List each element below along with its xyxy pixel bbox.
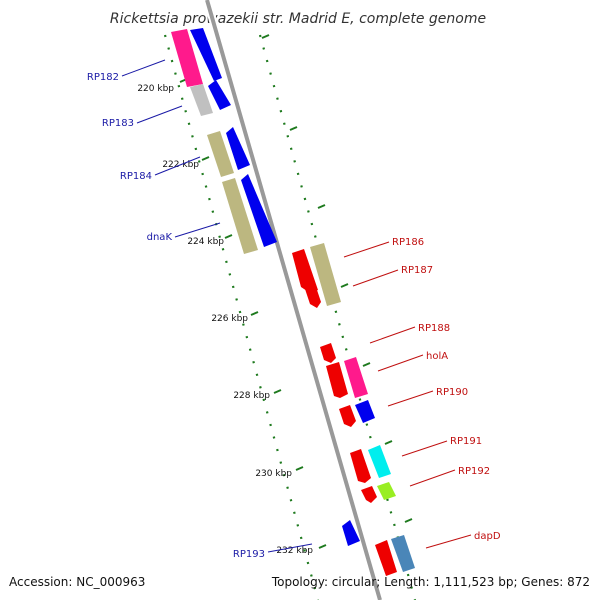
gene-block-rp184[interactable] [207,131,234,177]
gene-label-rp187[interactable]: RP187 [401,265,433,276]
gene-block-rp183-cds[interactable] [208,80,231,110]
major-tick [404,518,413,523]
gene-label-rp186[interactable]: RP186 [392,237,424,248]
label-leader [387,390,434,407]
label-leader [377,354,424,372]
gene-block-dapd-cds[interactable] [391,535,415,572]
kbp-label: 224 kbp [187,237,224,247]
outer-tick-track [258,34,417,600]
gene-block-rp193[interactable] [342,520,360,546]
label-leader [121,59,166,77]
gene-block-rp183[interactable] [190,84,213,116]
major-tick [224,234,233,239]
kbp-label: 228 kbp [233,391,270,401]
label-leader [369,326,416,344]
gene-block-hola[interactable] [344,357,368,398]
gene-block-rp182-cds[interactable] [190,28,222,81]
gene-block-dapd[interactable] [375,540,397,576]
major-tick [261,34,270,39]
gene-block-rp192-cds[interactable] [377,482,396,500]
gene-block-rp190-cds[interactable] [355,400,375,423]
major-tick [295,466,304,471]
kbp-label: 230 kbp [255,469,292,479]
gene-label-rp191[interactable]: RP191 [450,436,482,447]
gene-block-rp192[interactable] [361,486,377,503]
gene-label-rp193[interactable]: RP193 [233,549,265,560]
gene-label-rp184[interactable]: RP184 [120,171,152,182]
major-tick [318,544,327,549]
label-leader [343,241,390,258]
gene-block-rp191-cds[interactable] [368,445,391,478]
major-tick [317,204,326,209]
major-tick [273,389,282,394]
gene-label-rp188[interactable]: RP188 [418,323,450,334]
kbp-label: 232 kbp [276,546,313,556]
gene-block-rp188-b[interactable] [326,362,348,398]
map-title: Rickettsia prowazekii str. Madrid E, com… [110,11,486,27]
gene-block-rp182[interactable] [171,29,203,87]
major-ticks [179,34,413,549]
gene-block-rp186[interactable] [292,249,318,293]
accession-text: Accession: NC_000963 [9,575,145,589]
gene-block-rp186-b[interactable] [304,284,321,308]
gene-label-rp183[interactable]: RP183 [102,118,134,129]
genome-summary-text: Topology: circular; Length: 1,111,523 bp… [271,575,590,589]
gene-block-rp188[interactable] [320,343,336,363]
gene-label-rp192[interactable]: RP192 [458,466,490,477]
gene-block-dnak[interactable] [222,178,258,254]
major-tick [384,440,393,445]
gene-label-hola[interactable]: holA [426,351,448,362]
kbp-label: 226 kbp [211,314,248,324]
genome-backbone [205,0,382,600]
major-tick [289,126,298,131]
label-leader [174,222,221,238]
gene-block-rp190[interactable] [339,405,356,427]
major-tick [250,311,259,316]
major-tick [362,362,371,367]
gene-label-rp190[interactable]: RP190 [436,387,468,398]
gene-block-rp187[interactable] [310,243,341,306]
label-leader [401,440,448,457]
gene-block-rp191[interactable] [350,449,371,483]
label-leader [267,543,313,553]
label-leader [409,469,456,487]
kbp-label: 220 kbp [137,84,174,94]
gene-block-dnak-cds[interactable] [241,174,277,247]
major-tick [201,156,210,161]
label-leader [425,534,472,549]
gene-block-rp184-cds[interactable] [226,127,250,170]
gene-label-rp182[interactable]: RP182 [87,72,119,83]
label-leader [352,269,399,287]
major-tick [340,283,349,288]
label-leader [136,105,183,124]
gene-label-dnak[interactable]: dnaK [147,232,173,243]
gene-label-dapd[interactable]: dapD [474,531,501,542]
label-leader [154,156,201,176]
